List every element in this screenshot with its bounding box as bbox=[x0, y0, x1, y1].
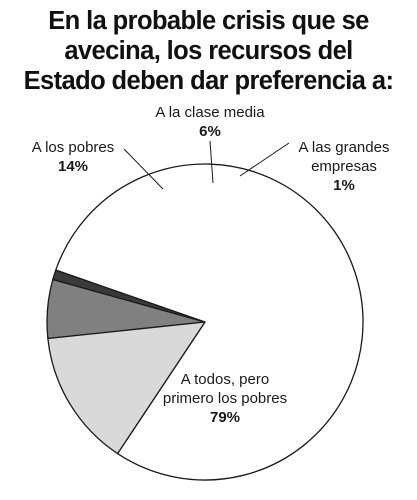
slice-label-2: A las grandes empresas 1% bbox=[299, 139, 390, 194]
slice-label-3: A todos, pero primero los pobres 79% bbox=[163, 371, 287, 426]
slice-value-label: 14% bbox=[58, 158, 88, 175]
slice-label-4: A los pobres 14% bbox=[32, 139, 115, 175]
label-leader-lines bbox=[123, 140, 290, 190]
leader-line-4 bbox=[123, 148, 164, 190]
chart-title-line-3: Estado deben dar preferencia a: bbox=[23, 67, 394, 95]
slice-value-label: 79% bbox=[210, 409, 240, 426]
slice-labels: A la clase media 6% A las grandes empresas 1… bbox=[32, 104, 390, 426]
slice-label-line: A los pobres bbox=[32, 139, 115, 156]
pie-slice-3 bbox=[55, 163, 364, 481]
slice-label-1: A la clase media 6% bbox=[155, 104, 265, 140]
slice-label-line: empresas bbox=[311, 158, 377, 175]
pie-slice-4 bbox=[47, 321, 206, 455]
chart-title: En la probable crisis que se avecina, lo… bbox=[0, 6, 417, 96]
slice-label-line: primero los pobres bbox=[163, 390, 287, 407]
chart-title-line-1: En la probable crisis que se bbox=[48, 7, 369, 35]
slice-value-label: 1% bbox=[333, 177, 355, 194]
slice-value-label: 6% bbox=[199, 123, 221, 140]
leader-line-2 bbox=[239, 142, 290, 177]
slice-label-line: A la clase media bbox=[155, 104, 265, 121]
pie-slices bbox=[46, 163, 364, 481]
slice-label-line: A todos, pero bbox=[181, 371, 269, 388]
slice-label-line: A las grandes bbox=[299, 139, 390, 156]
chart-title-line-2: avecina, los recursos del bbox=[64, 37, 353, 65]
leader-line-1 bbox=[209, 140, 214, 184]
